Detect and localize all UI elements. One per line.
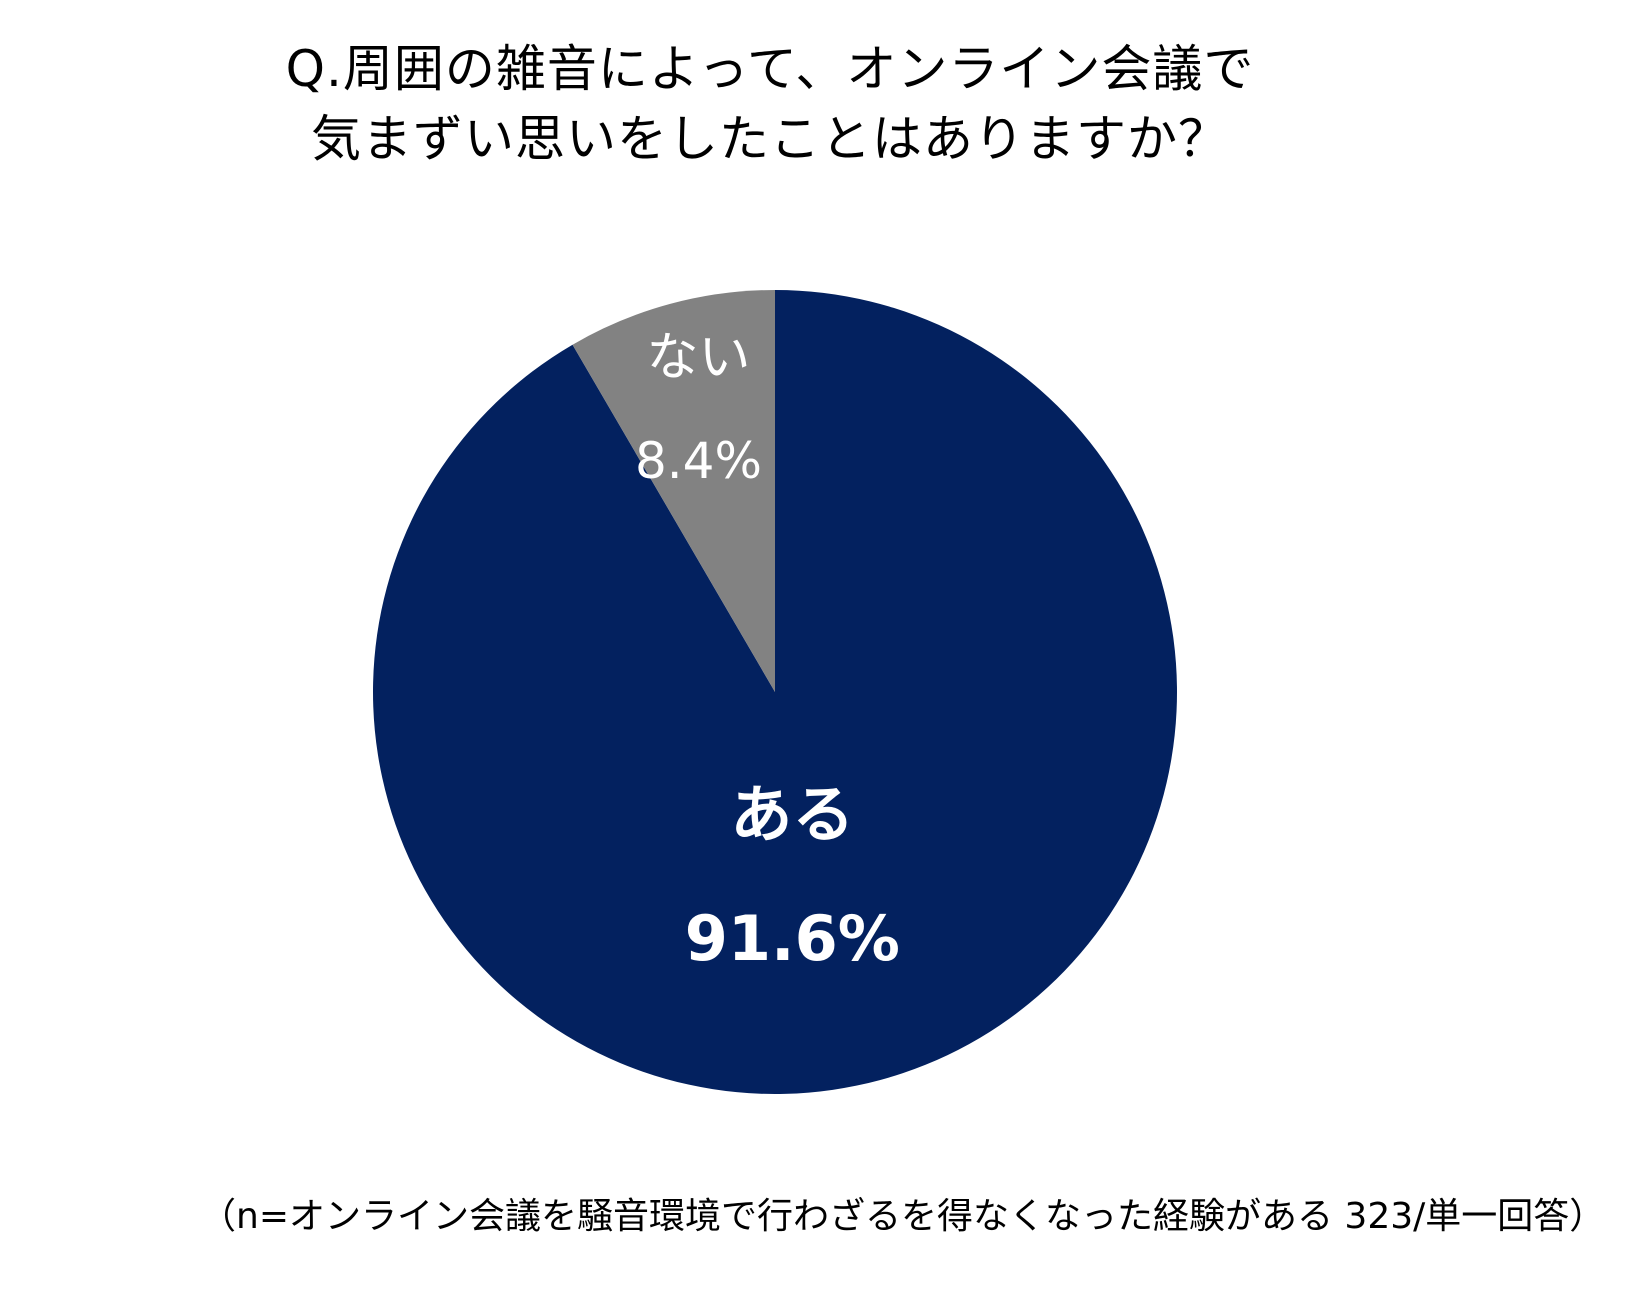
footnote-sample-size: （n=オンライン会議を騒音環境で行わざるを得なくなった経験がある 323/単一回…	[200, 1196, 1606, 1237]
chart-title-line-1: Q.周囲の雑音によって、オンライン会議で	[285, 40, 1255, 98]
slice-category-label: ない	[646, 328, 750, 388]
chart-title: Q.周囲の雑音によって、オンライン会議で 気まずい思いをしたことはありますか？	[0, 34, 1540, 174]
pie-slices	[372, 290, 1177, 1094]
slice-value-label: 91.6%	[685, 902, 900, 975]
slice-value-label: 8.4%	[635, 432, 762, 490]
slice-category-label: ある	[730, 778, 854, 851]
chart-title-line-2: 気まずい思いをしたことはありますか？	[311, 110, 1229, 168]
pie-slice-nai	[572, 290, 775, 692]
pie-labels: ある 91.6% ない 8.4%	[635, 328, 900, 975]
